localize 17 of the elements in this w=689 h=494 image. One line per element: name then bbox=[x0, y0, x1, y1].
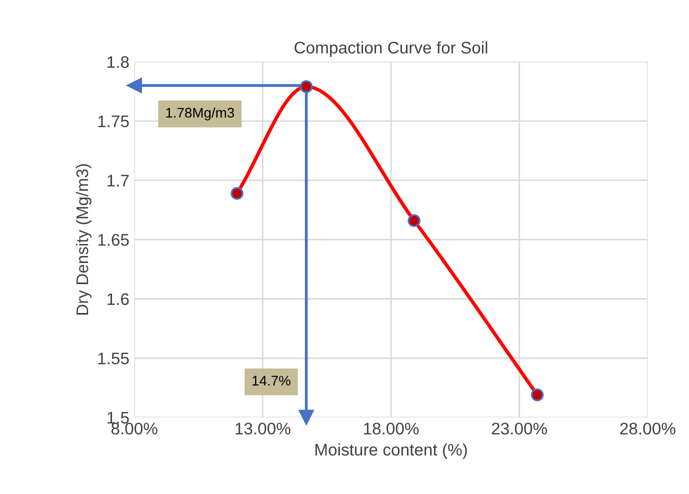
y-tick-label: 1.8 bbox=[108, 56, 129, 68]
ref-line-label: 1.78Mg/m3 bbox=[166, 107, 234, 120]
x-tick-label: 8.00% bbox=[111, 422, 158, 435]
x-tick-label: 18.00% bbox=[364, 422, 419, 435]
x-tick-label: 28.00% bbox=[620, 422, 676, 435]
y-axis-title: Dry Density (Mg/m3) bbox=[76, 164, 92, 315]
x-tick-label: 13.00% bbox=[236, 422, 290, 435]
chart-title: Compaction Curve for Soil bbox=[294, 41, 488, 57]
y-tick-label: 1.65 bbox=[98, 234, 129, 246]
ref-line-label: 14.7% bbox=[252, 376, 290, 386]
y-tick-label: 1.7 bbox=[108, 174, 129, 186]
x-tick-label: 23.00% bbox=[492, 422, 548, 435]
x-axis-title: Moisture content (%) bbox=[316, 443, 467, 459]
y-tick-label: 1.5 bbox=[108, 412, 129, 424]
y-tick-label: 1.75 bbox=[98, 116, 129, 128]
y-tick-label: 1.55 bbox=[98, 352, 129, 364]
y-tick-label: 1.6 bbox=[108, 293, 129, 306]
